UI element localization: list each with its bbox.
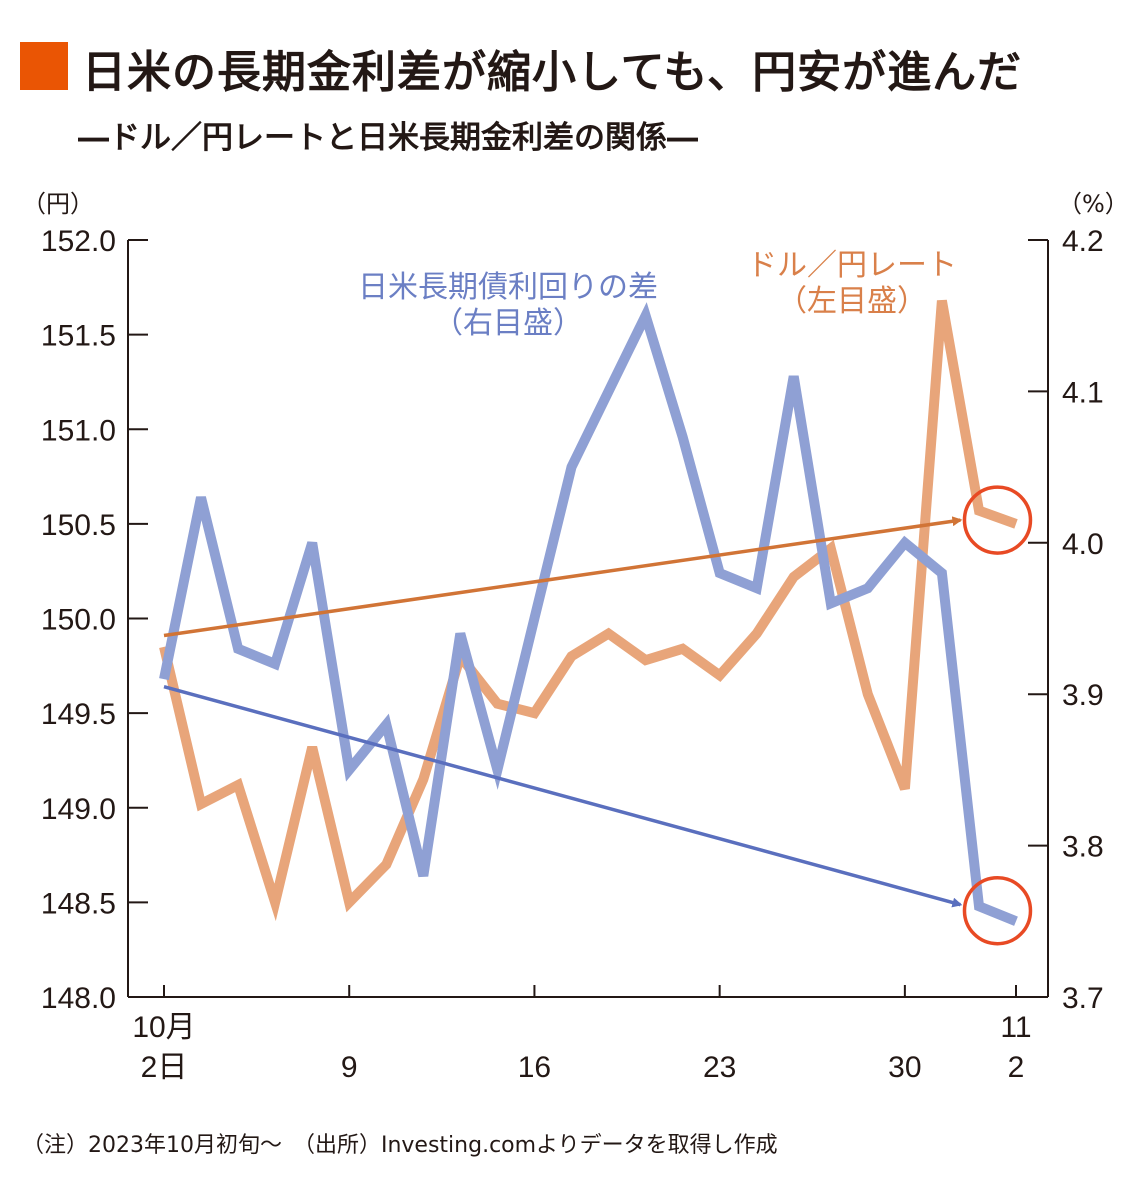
spread-series-sub-label: （右目盛） xyxy=(433,306,583,341)
x-tick-label: 10月 xyxy=(132,1011,195,1044)
left-tick-label: 150.0 xyxy=(41,604,116,637)
left-tick-label: 149.5 xyxy=(41,698,116,731)
x-tick-label: 11 xyxy=(1000,1011,1031,1044)
x-tick-label: 2日 xyxy=(141,1051,188,1084)
title-block: 日米の長期金利差が縮小しても、円安が進んだ xyxy=(20,36,1120,98)
right-tick-label: 3.8 xyxy=(1062,831,1104,864)
usdjpy-series-sub-label: （左目盛） xyxy=(777,284,927,319)
left-tick-label: 150.5 xyxy=(41,509,116,542)
right-axis-unit-label: （%） xyxy=(1058,190,1129,218)
right-tick-label: 4.2 xyxy=(1062,225,1104,258)
usdjpy-highlight-circle xyxy=(962,485,1033,555)
x-tick-label: 30 xyxy=(888,1051,921,1084)
spread-line xyxy=(159,302,1018,926)
x-tick-label: 16 xyxy=(518,1051,551,1084)
spread-highlight-circle xyxy=(962,875,1033,946)
chart-subtitle: ―ドル／円レートと日米長期金利差の関係― xyxy=(78,120,698,156)
usdjpy-line xyxy=(159,299,1018,922)
left-axis-unit-label: （円） xyxy=(22,190,94,218)
right-tick-label: 4.0 xyxy=(1062,528,1104,561)
annotations xyxy=(163,485,1033,946)
left-tick-label: 149.0 xyxy=(41,793,116,826)
x-tick-label: 23 xyxy=(703,1051,736,1084)
axes: 152.0 151.5 151.0 150.5 150.0 149.5 149.0 148.5… xyxy=(41,225,1104,1084)
spread-trend-arrow xyxy=(163,684,963,908)
source-note: （注）2023年10月初旬～ （出所）Investing.comよりデータを取得… xyxy=(22,1133,778,1158)
usdjpy-trend-arrow xyxy=(163,516,963,638)
right-tick-label: 3.9 xyxy=(1062,679,1104,712)
x-tick-label: 9 xyxy=(341,1051,358,1084)
left-tick-label: 148.0 xyxy=(41,982,116,1015)
right-tick-label: 3.7 xyxy=(1062,982,1104,1015)
left-tick-label: 151.0 xyxy=(41,414,116,447)
series-lines xyxy=(159,299,1018,926)
left-tick-label: 152.0 xyxy=(41,225,116,258)
left-tick-label: 151.5 xyxy=(41,320,116,353)
x-tick-label: 2 xyxy=(1008,1051,1025,1084)
right-tick-label: 4.1 xyxy=(1062,376,1104,409)
title-marker xyxy=(20,42,68,90)
spread-series-label: 日米長期債利回りの差 xyxy=(358,270,658,305)
usdjpy-series-label: ドル／円レート xyxy=(747,248,957,283)
left-tick-label: 148.5 xyxy=(41,887,116,920)
chart-title: 日米の長期金利差が縮小しても、円安が進んだ xyxy=(82,47,1023,98)
